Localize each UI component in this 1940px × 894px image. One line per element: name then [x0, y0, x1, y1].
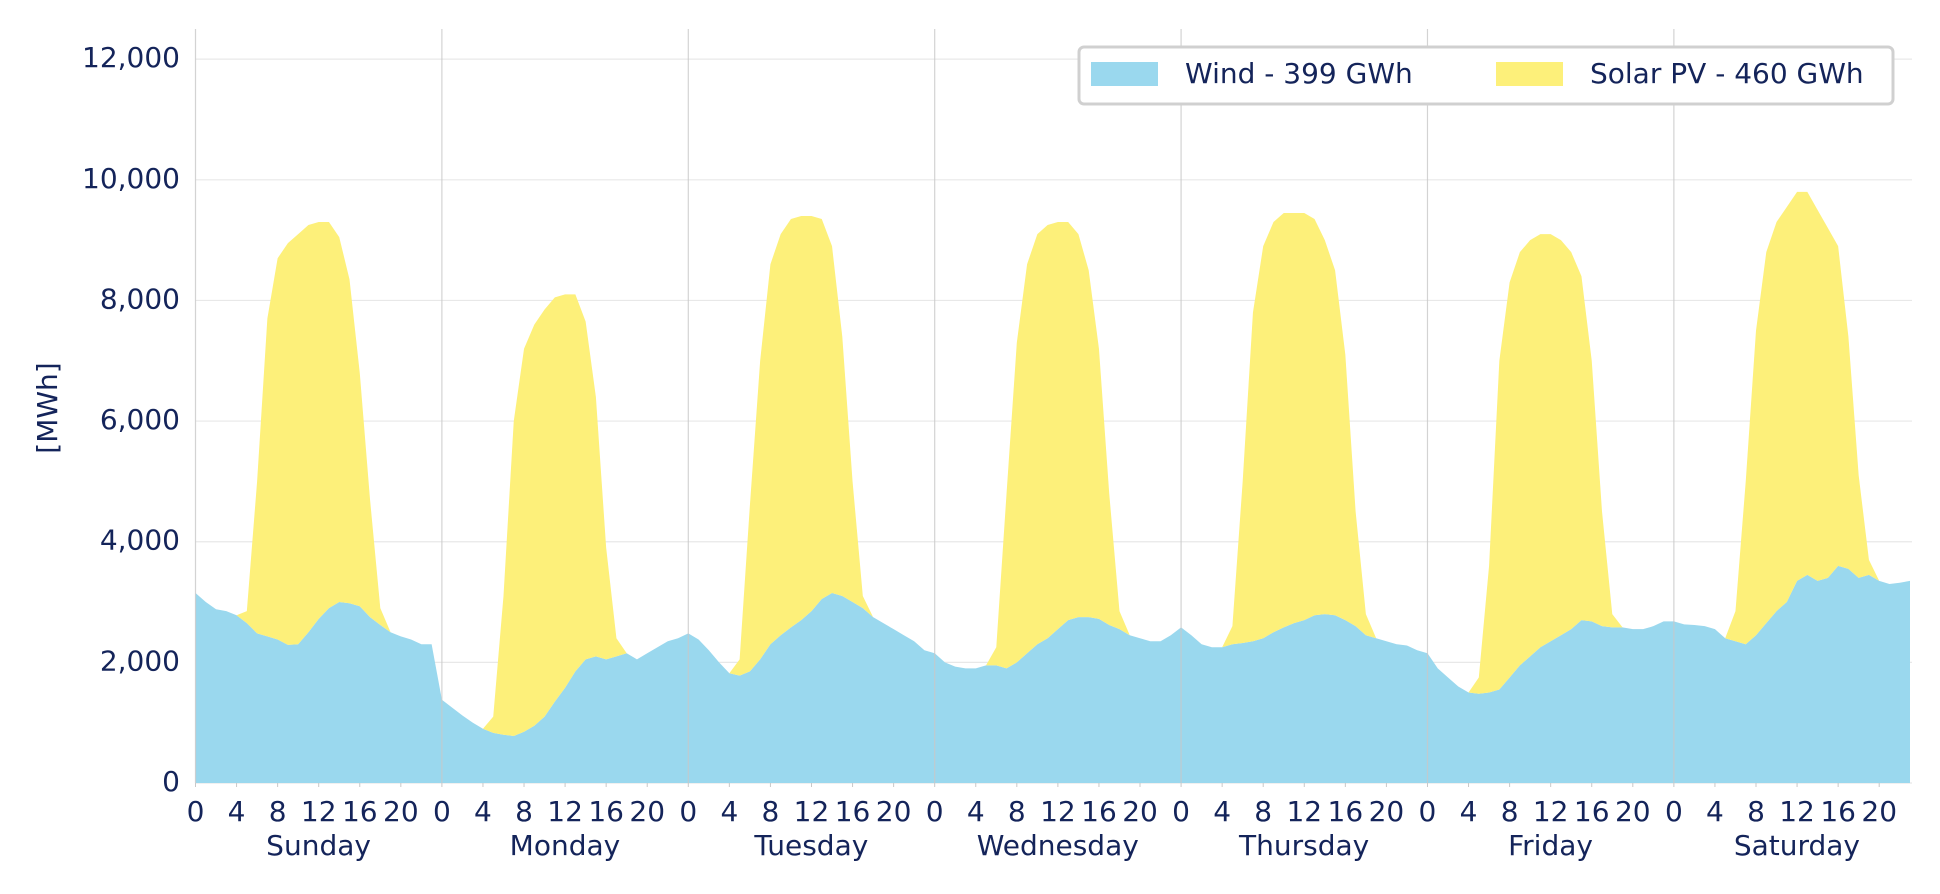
- y-tick-label: 0: [162, 765, 180, 798]
- y-tick-label: 10,000: [82, 162, 180, 195]
- x-tick-label: 0: [1665, 795, 1683, 828]
- x-tick-label: 12: [794, 795, 830, 828]
- plot-area: [195, 191, 1910, 783]
- y-tick-label: 4,000: [100, 524, 180, 557]
- x-tick-label: 8: [1254, 795, 1272, 828]
- x-tick-label: 4: [228, 795, 246, 828]
- x-tick-label: 8: [1501, 795, 1519, 828]
- x-tick-label: 20: [1615, 795, 1651, 828]
- x-tick-label: 16: [1328, 795, 1364, 828]
- x-tick-label: 16: [1820, 795, 1856, 828]
- day-label: Friday: [1508, 829, 1593, 862]
- day-label: Thursday: [1238, 829, 1369, 862]
- x-tick-label: 0: [1419, 795, 1437, 828]
- x-tick-label: 0: [679, 795, 697, 828]
- x-tick-label: 8: [1008, 795, 1026, 828]
- x-tick-label: 0: [187, 795, 205, 828]
- x-tick-label: 12: [1533, 795, 1569, 828]
- x-tick-label: 20: [629, 795, 665, 828]
- x-tick-label: 20: [1861, 795, 1897, 828]
- x-tick-label: 20: [876, 795, 912, 828]
- day-label: Monday: [510, 829, 621, 862]
- x-tick-label: 0: [433, 795, 451, 828]
- x-tick-label: 16: [1081, 795, 1117, 828]
- x-tick-label: 20: [1369, 795, 1405, 828]
- x-tick-label: 8: [1747, 795, 1765, 828]
- y-tick-label: 2,000: [100, 644, 180, 677]
- x-tick-label: 16: [342, 795, 378, 828]
- day-label: Wednesday: [977, 829, 1139, 862]
- x-tick-label: 12: [1040, 795, 1076, 828]
- x-tick-label: 12: [1286, 795, 1322, 828]
- x-tick-label: 4: [1460, 795, 1478, 828]
- x-tick-label: 20: [383, 795, 419, 828]
- legend-label: Solar PV - 460 GWh: [1590, 57, 1864, 90]
- x-tick-label: 4: [720, 795, 738, 828]
- x-tick-label: 16: [588, 795, 624, 828]
- area: [195, 191, 1910, 736]
- x-tick-label: 12: [301, 795, 337, 828]
- x-tick-label: 4: [1706, 795, 1724, 828]
- day-label: Tuesday: [753, 829, 868, 862]
- x-tick-label: 16: [835, 795, 871, 828]
- legend-label: Wind - 399 GWh: [1185, 57, 1413, 90]
- x-tick-label: 4: [1213, 795, 1231, 828]
- legend-swatch: [1496, 62, 1563, 86]
- x-tick-label: 8: [762, 795, 780, 828]
- x-tick-label: 12: [547, 795, 583, 828]
- x-tick-label: 16: [1574, 795, 1610, 828]
- x-tick-label: 4: [474, 795, 492, 828]
- area: [195, 565, 1910, 783]
- day-label: Saturday: [1734, 829, 1860, 862]
- x-tick-label: 4: [967, 795, 985, 828]
- x-tick-label: 0: [1172, 795, 1190, 828]
- y-axis-label: [MWh]: [31, 362, 64, 453]
- x-tick-label: 0: [926, 795, 944, 828]
- legend-swatch: [1091, 62, 1158, 86]
- x-tick-label: 20: [1122, 795, 1158, 828]
- x-tick-label: 8: [269, 795, 287, 828]
- axes: 0 2,000 4,000 6,000 8,000 10,000 12,000 Sunday M…: [82, 29, 1897, 862]
- legend: Wind - 399 GWh Solar PV - 460 GWh: [1077, 45, 1895, 106]
- y-tick-label: 12,000: [82, 41, 180, 74]
- legend-box: [1077, 45, 1895, 106]
- day-label: Sunday: [266, 829, 371, 862]
- x-tick-label: 8: [515, 795, 533, 828]
- y-tick-label: 6,000: [100, 403, 180, 436]
- y-tick-label: 8,000: [100, 282, 180, 315]
- x-tick-label: 12: [1779, 795, 1815, 828]
